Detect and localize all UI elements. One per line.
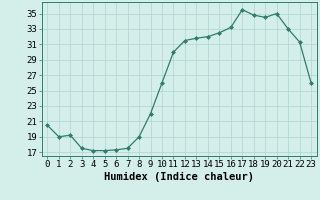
- X-axis label: Humidex (Indice chaleur): Humidex (Indice chaleur): [104, 172, 254, 182]
